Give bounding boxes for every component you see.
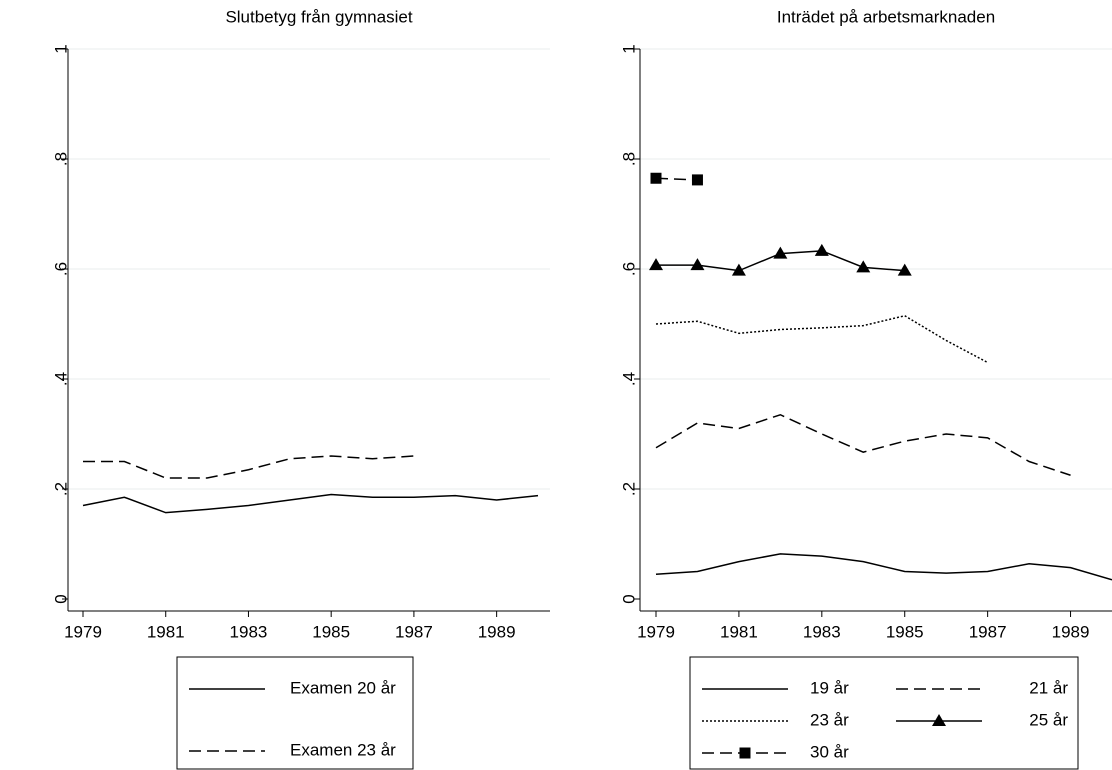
x-tick-label: 1979: [637, 622, 675, 641]
y-tick-label: .8: [51, 152, 70, 166]
marker: [856, 260, 871, 273]
y-tick-label: .4: [619, 372, 638, 386]
marker: [773, 246, 788, 259]
marker: [932, 714, 946, 726]
series-line: [655, 314, 988, 364]
y-tick-label: .6: [51, 262, 70, 276]
x-tick-label: 1983: [803, 622, 841, 641]
x-tick-label: 1979: [64, 622, 102, 641]
series-line: [655, 177, 698, 181]
marker: [731, 263, 746, 276]
series-line: [83, 455, 414, 479]
x-tick-label: 1987: [395, 622, 433, 641]
marker: [649, 258, 663, 271]
y-tick-label: 1: [51, 44, 70, 53]
y-tick-label: 0: [51, 594, 70, 603]
x-tick-label: 1987: [969, 622, 1007, 641]
y-tick-label: 1: [619, 44, 638, 53]
legend-box: [689, 656, 1079, 770]
x-tick-label: 1981: [147, 622, 185, 641]
legend-label: 19 år: [810, 678, 849, 697]
chart-title: Inträdet på arbetsmarknaden: [777, 7, 995, 26]
y-tick-label: .2: [619, 482, 638, 496]
chart-title: Slutbetyg från gymnasiet: [225, 7, 412, 26]
x-tick-label: 1983: [230, 622, 268, 641]
marker: [814, 243, 829, 256]
series-line: [82, 493, 539, 514]
marker: [690, 258, 705, 271]
legend-label: Examen 20 år: [290, 678, 396, 697]
y-tick-label: 0: [619, 594, 638, 603]
y-tick-label: .2: [51, 482, 70, 496]
series-line: [655, 553, 1112, 581]
legend-label: 30 år: [810, 742, 849, 761]
y-tick-label: .8: [619, 152, 638, 166]
x-tick-label: 1989: [478, 622, 516, 641]
marker: [739, 747, 751, 759]
x-tick-label: 1985: [312, 622, 350, 641]
marker: [897, 263, 912, 276]
legend-label: 25 år: [1029, 710, 1068, 729]
legend-label: 23 år: [810, 710, 849, 729]
marker: [691, 174, 703, 186]
legend-label: Examen 23 år: [290, 740, 396, 759]
marker: [650, 172, 662, 184]
x-tick-label: 1985: [886, 622, 924, 641]
legend-label: 21 år: [1029, 678, 1068, 697]
x-tick-label: 1989: [1052, 622, 1090, 641]
y-tick-label: .6: [619, 262, 638, 276]
x-tick-label: 1981: [720, 622, 758, 641]
series-line: [655, 413, 1071, 476]
y-tick-label: .4: [51, 372, 70, 386]
